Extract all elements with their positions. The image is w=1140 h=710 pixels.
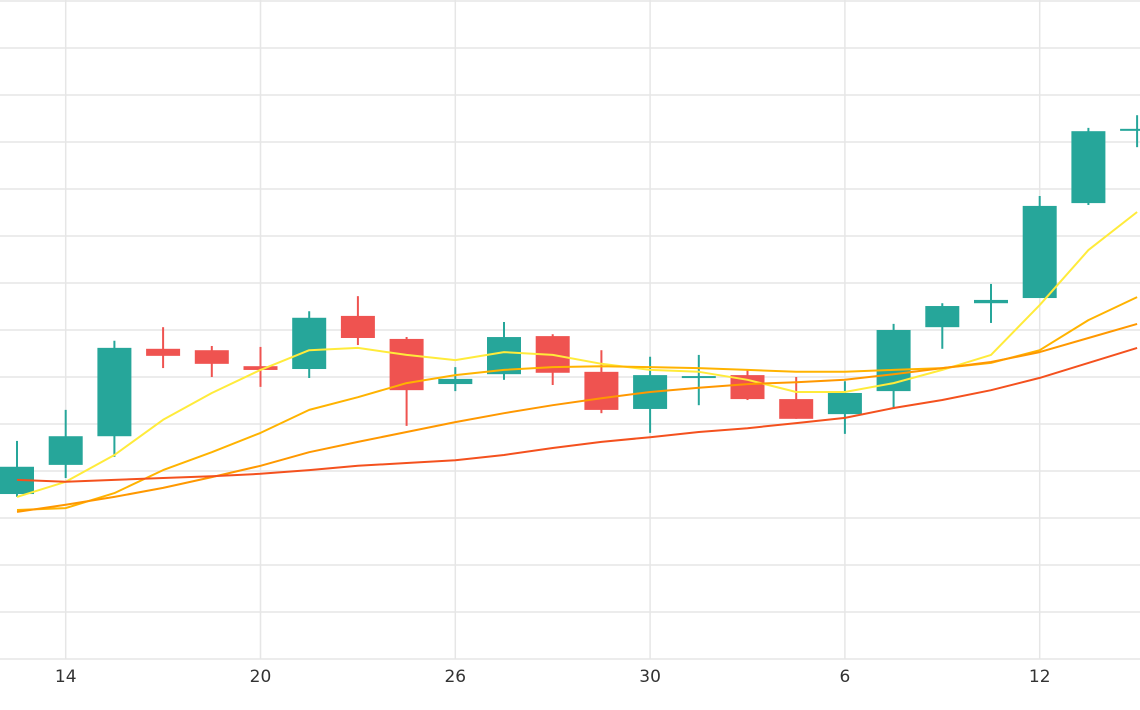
candle-body <box>876 330 911 392</box>
candle-body <box>340 315 375 338</box>
candle-body <box>146 348 181 356</box>
x-tick-label: 30 <box>639 667 661 687</box>
candle-body <box>292 317 327 370</box>
x-tick-label: 14 <box>55 667 77 687</box>
ma-line <box>16 322 1138 513</box>
candle-body <box>779 399 814 419</box>
candle-body <box>584 371 619 410</box>
candle-body <box>1071 131 1106 204</box>
candle-body <box>681 376 716 379</box>
x-tick-label: 26 <box>444 667 466 687</box>
x-tick-label: 12 <box>1029 667 1051 687</box>
candle-body <box>97 347 132 437</box>
candle-body <box>243 366 278 370</box>
candle-body <box>48 436 83 465</box>
candle-body <box>438 378 473 385</box>
candle-body <box>974 299 1008 304</box>
candles <box>0 115 1140 497</box>
x-tick-label: 20 <box>250 667 272 687</box>
candle-body <box>925 306 960 328</box>
x-tick-label: 6 <box>839 667 850 687</box>
candle-body <box>487 337 521 375</box>
candle-body <box>1120 128 1140 131</box>
candle-body <box>1022 205 1057 299</box>
candle-body <box>827 392 862 415</box>
candle-body <box>194 350 229 364</box>
ma-line <box>16 211 1138 498</box>
ma-line <box>16 346 1138 483</box>
